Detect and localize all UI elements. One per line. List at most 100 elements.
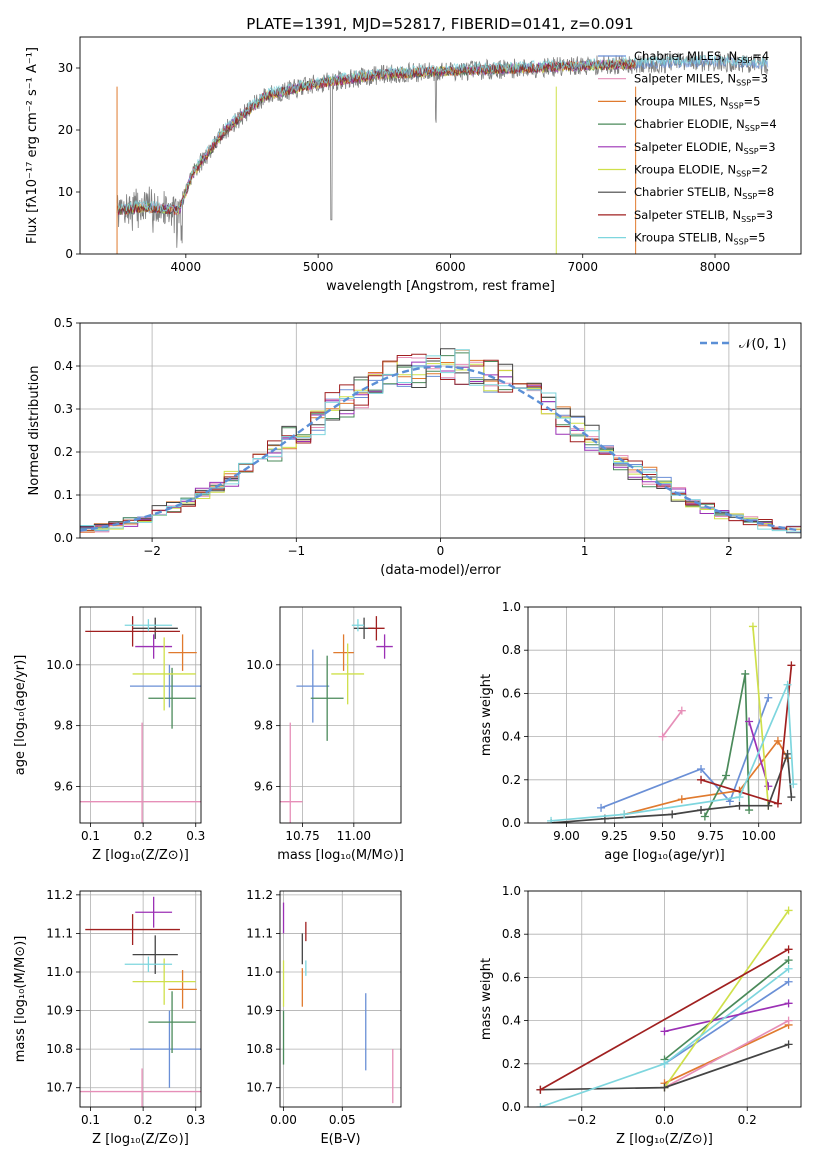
x-tick-label: −1 [287,544,305,558]
x-tick-label: 0.3 [186,1113,205,1127]
y-tick-label: 10.8 [246,1042,273,1056]
y-tick-label: 11.2 [46,888,73,902]
weight-marker [784,956,793,965]
weight-marker [741,669,750,678]
x-tick-label: 9.25 [601,829,628,843]
weight-marker [660,1059,669,1068]
weight-marker [787,661,796,670]
x-tick-label: 2 [725,544,733,558]
weight-line [551,753,793,823]
weight-marker [789,780,798,789]
weight-marker [668,810,677,819]
weight-marker [783,749,792,758]
legend-entry: Kroupa ELODIE, NSSP=2 [634,163,768,179]
legend-subscript: SSP [745,124,760,133]
weight-marker [722,771,731,780]
weight-line [661,710,683,738]
legend-entry: Chabrier ELODIE, NSSP=4 [634,117,777,133]
weight-marker [784,1016,793,1025]
legend-count: =5 [744,94,761,108]
weight-marker [745,717,754,726]
weight-marker [620,810,629,819]
legend-count: =3 [756,208,773,222]
weight-marker [677,706,686,715]
x-tick-label: 6000 [435,260,466,274]
y-axis-label: age [log₁₀(age/yr)] [13,655,28,776]
legend-subscript: SSP [734,238,749,247]
legend-label: 𝒩(0, 1) [739,337,786,352]
x-tick-label: 0.1 [81,1113,100,1127]
weight-marker [735,801,744,810]
x-tick-label: −0.2 [567,1113,596,1127]
y-tick-label: 0.3 [54,402,73,416]
weight-marker [536,1085,545,1094]
legend-entry: Kroupa STELIB, NSSP=5 [634,231,765,247]
weight-line [664,1019,790,1089]
weight-marker [764,693,773,702]
y-axis-label: mass weight [479,674,494,756]
legend-label: Kroupa STELIB, N [634,231,734,245]
y-tick-label: 1.0 [502,884,521,898]
legend-count: =4 [760,117,777,131]
weight-marker [677,795,686,804]
axes-frame [79,322,802,539]
legend-subscript: SSP [729,101,744,110]
y-tick-label: 0.0 [502,1100,521,1114]
weight-marker [773,736,782,745]
axes-frame [527,890,802,1108]
residual-histogram [80,348,801,533]
legend-label: Salpeter STELIB, N [634,208,741,222]
y-tick-label: 20 [58,123,73,137]
x-tick-label: 7000 [567,260,598,274]
x-tick-label: 0.2 [738,1113,757,1127]
x-tick-label: 0.3 [186,829,205,843]
axes-frame [79,36,802,255]
mass-vs-EBV-panel: 0.00 0.05 10.7 10.8 10.9 11.0 11.1 11.2 E(B-V) [246,888,402,1147]
weight-marker [660,1027,669,1036]
plot-content [80,896,201,1107]
x-tick-label: 0 [437,544,445,558]
age-vs-mass-panel: 10.75 11.00 9.6 9.8 10.0 mass [log₁₀(M/M⊙)] [246,606,404,863]
normal-reference-curve [80,365,801,532]
y-tick-label: 0.4 [54,359,73,373]
axes-frame [79,890,202,1108]
legend-entry: Chabrier STELIB, NSSP=8 [634,185,774,201]
weight-marker [764,782,773,791]
x-axis-label: Z [log₁₀(Z/Z⊙)] [92,1132,189,1147]
plot-content [116,51,769,254]
x-tick-label: 0.2 [134,829,153,843]
weight-marker [783,680,792,689]
x-tick-label: 9.50 [649,829,676,843]
y-tick-label: 10.8 [46,1042,73,1056]
weight-line [704,673,750,817]
x-tick-label: 0.05 [329,1113,356,1127]
y-tick-label: 0.8 [502,643,521,657]
legend-subscript: SSP [741,215,756,224]
y-tick-label: 9.6 [54,779,73,793]
weight-marker [536,1103,545,1107]
y-tick-label: 11.0 [246,965,273,979]
x-tick-label: 0.00 [270,1113,297,1127]
y-tick-label: 10.7 [246,1081,273,1095]
y-tick-label: 9.6 [254,779,273,793]
y-axis-label: mass weight [479,958,494,1040]
legend-label: Chabrier MILES, N [634,49,737,63]
weight-marker [784,977,793,986]
y-tick-label: 0.2 [54,445,73,459]
y-tick-label: 0.8 [502,927,521,941]
x-axis-label: wavelength [Angstrom, rest frame] [326,279,555,294]
weight-marker [784,999,793,1008]
weight-marker [784,964,793,973]
legend-count: =3 [751,72,768,86]
legend-label: Salpeter MILES, N [634,72,736,86]
legend-entry: Salpeter ELODIE, NSSP=3 [634,140,776,156]
weight-line [663,959,790,1061]
y-axis-label: Normed distribution [27,366,42,496]
weight-marker [784,1040,793,1049]
legend-subscript: SSP [736,170,751,179]
weight-marker [658,732,667,741]
figure-title: PLATE=1391, MJD=52817, FIBERID=0141, z=0… [246,15,633,33]
weight-line [752,626,770,806]
legend-entry: Kroupa MILES, NSSP=5 [634,94,760,110]
y-tick-label: 0.2 [502,773,521,787]
